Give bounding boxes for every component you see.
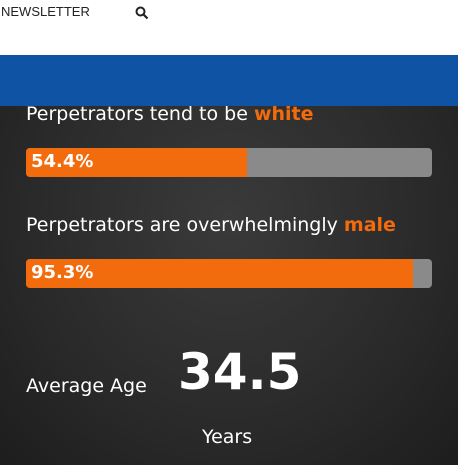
bar-fill [26, 259, 413, 288]
age-unit: Years [202, 426, 253, 448]
bar-fill [26, 148, 247, 177]
search-icon[interactable] [135, 6, 149, 20]
nav-link[interactable]: NEWSLETTER [1, 4, 90, 19]
bar-label: 54.4% [31, 151, 94, 172]
nav-bar [0, 55, 458, 106]
stat-highlight: male [343, 214, 396, 236]
bar-label: 95.3% [31, 262, 94, 283]
age-value: 34.5 [178, 343, 302, 401]
stat-text: Perpetrators tend to be white [26, 103, 314, 125]
stat-text: Perpetrators are overwhelmingly male [26, 214, 396, 236]
age-label: Average Age [26, 375, 147, 397]
header: NEWSLETTER [0, 0, 458, 55]
stat-lead: Perpetrators are overwhelmingly [26, 214, 338, 236]
stat-highlight: white [253, 103, 314, 125]
bar-track: 54.4% [26, 148, 432, 177]
stat-lead: Perpetrators tend to be [26, 103, 248, 125]
bar-track: 95.3% [26, 259, 432, 288]
